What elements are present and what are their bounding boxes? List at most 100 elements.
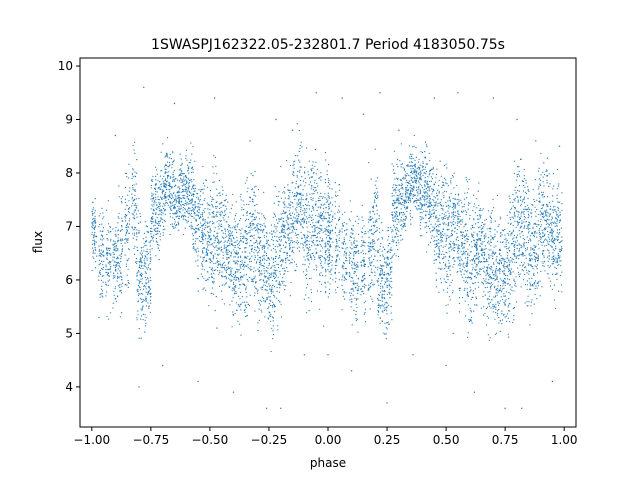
data-point <box>236 244 238 246</box>
data-point <box>371 272 373 274</box>
data-point <box>272 259 274 261</box>
data-point <box>310 256 312 258</box>
data-point <box>319 244 321 246</box>
data-point <box>242 238 244 240</box>
data-point <box>222 232 224 234</box>
data-point <box>293 172 295 174</box>
data-point <box>233 277 235 279</box>
data-point <box>225 247 228 249</box>
data-point <box>92 221 94 223</box>
data-point <box>237 246 239 248</box>
data-point <box>382 265 384 267</box>
data-point <box>326 229 328 231</box>
data-point <box>392 254 394 256</box>
data-point <box>272 257 275 259</box>
data-point <box>253 228 255 230</box>
data-point <box>128 190 130 192</box>
data-point <box>442 209 444 211</box>
data-point <box>99 263 101 265</box>
data-point <box>295 241 297 243</box>
data-point <box>364 242 366 244</box>
data-point <box>384 261 386 263</box>
data-point <box>438 291 440 293</box>
data-point <box>419 167 421 169</box>
data-point <box>433 236 435 238</box>
data-point <box>276 290 278 292</box>
data-point <box>386 230 388 232</box>
data-point <box>370 265 372 267</box>
data-point <box>322 274 324 277</box>
data-point <box>262 279 264 281</box>
data-point <box>383 283 386 285</box>
data-point <box>196 228 198 230</box>
data-point <box>184 183 186 185</box>
data-point <box>317 206 319 208</box>
data-point <box>392 217 394 219</box>
data-point <box>279 284 281 286</box>
data-point <box>181 179 183 181</box>
data-point <box>187 190 189 192</box>
data-point <box>396 206 398 208</box>
data-point <box>325 159 327 161</box>
data-point <box>126 176 128 178</box>
data-point <box>396 198 398 200</box>
data-point <box>207 279 209 281</box>
data-point <box>329 283 331 285</box>
data-point <box>146 268 149 270</box>
data-point <box>436 228 438 230</box>
data-point <box>328 252 330 254</box>
data-point <box>235 262 237 264</box>
data-point <box>374 224 376 226</box>
data-point <box>183 233 185 236</box>
data-point <box>382 255 384 257</box>
data-point <box>377 250 379 252</box>
data-point <box>127 194 129 196</box>
data-point <box>419 190 421 192</box>
data-point <box>378 284 380 286</box>
data-point <box>120 292 123 294</box>
data-point <box>334 205 337 207</box>
data-point <box>391 236 393 238</box>
data-point <box>132 237 134 239</box>
data-point <box>425 203 427 205</box>
data-point <box>406 187 408 189</box>
data-point <box>324 246 326 248</box>
data-point <box>406 205 408 207</box>
data-point <box>368 242 370 244</box>
data-point <box>362 242 364 244</box>
data-point <box>402 193 404 195</box>
data-point <box>270 276 272 278</box>
data-point <box>146 226 148 228</box>
data-point <box>272 291 274 293</box>
data-point <box>273 212 275 214</box>
data-point <box>378 303 380 305</box>
data-point <box>300 231 302 233</box>
data-point <box>222 262 224 264</box>
data-point <box>152 221 154 223</box>
data-point <box>374 255 376 257</box>
data-point <box>378 293 380 296</box>
data-point <box>308 160 310 162</box>
data-point <box>278 218 280 220</box>
data-point <box>120 276 122 278</box>
data-point <box>198 197 200 199</box>
data-point <box>298 150 300 153</box>
data-point <box>345 268 347 270</box>
data-point <box>283 212 285 214</box>
data-point <box>323 208 325 210</box>
data-point <box>91 233 93 236</box>
data-point <box>266 297 268 299</box>
data-point <box>434 243 436 245</box>
data-point <box>173 213 175 215</box>
data-point <box>120 200 123 202</box>
data-point <box>288 224 290 226</box>
data-point <box>260 309 262 311</box>
data-point <box>243 237 245 239</box>
data-point <box>134 228 136 230</box>
data-point <box>281 229 283 231</box>
data-point <box>372 301 374 303</box>
data-point <box>177 224 180 226</box>
data-point <box>266 235 268 237</box>
data-point <box>387 272 389 275</box>
data-point <box>441 181 444 183</box>
